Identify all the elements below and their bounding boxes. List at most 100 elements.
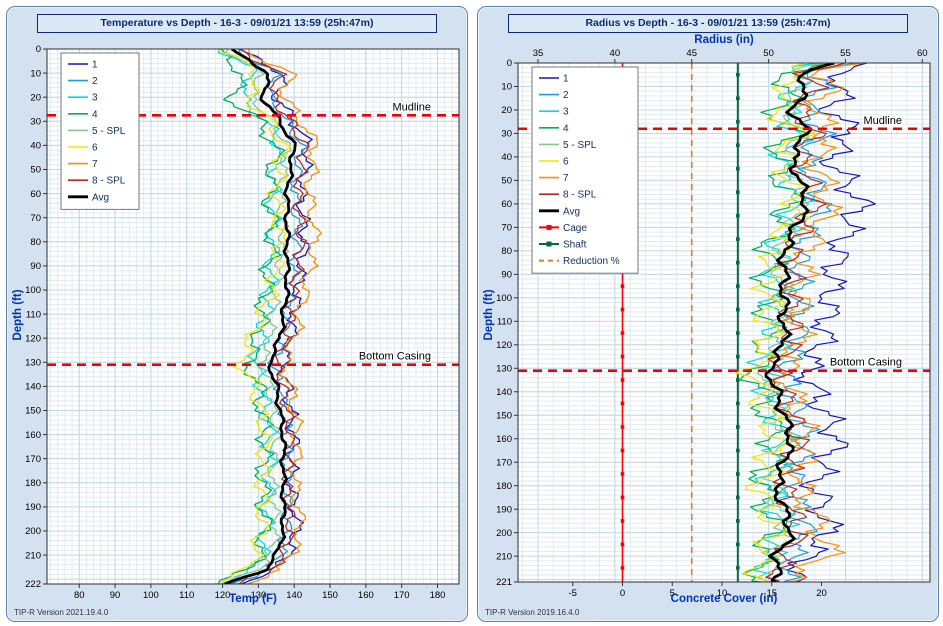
svg-text:5 - SPL: 5 - SPL bbox=[563, 140, 597, 151]
svg-text:130: 130 bbox=[250, 590, 266, 601]
svg-text:140: 140 bbox=[496, 387, 512, 398]
series-line-8-spl bbox=[233, 49, 310, 584]
svg-text:120: 120 bbox=[25, 333, 41, 344]
plot-border bbox=[46, 48, 460, 585]
svg-text:130: 130 bbox=[496, 363, 512, 374]
svg-text:110: 110 bbox=[26, 309, 41, 320]
svg-text:8 - SPL: 8 - SPL bbox=[563, 190, 597, 201]
svg-text:50: 50 bbox=[501, 176, 512, 187]
annotation-bottom-casing: Bottom Casing bbox=[359, 351, 431, 363]
legend-item-4: 4 bbox=[68, 109, 98, 120]
series-line-2 bbox=[772, 63, 857, 582]
svg-text:40: 40 bbox=[30, 141, 41, 152]
svg-text:20: 20 bbox=[30, 92, 41, 103]
svg-text:Shaft: Shaft bbox=[563, 240, 587, 251]
svg-text:4: 4 bbox=[92, 109, 98, 120]
svg-text:15: 15 bbox=[766, 588, 777, 599]
ref-depth-bottom-casing: Bottom Casing bbox=[518, 355, 930, 372]
svg-text:10: 10 bbox=[30, 68, 41, 79]
svg-text:3: 3 bbox=[92, 93, 98, 104]
svg-text:4: 4 bbox=[563, 123, 569, 134]
svg-text:0: 0 bbox=[36, 44, 41, 55]
svg-text:50: 50 bbox=[763, 48, 774, 59]
series-line-4 bbox=[215, 49, 286, 584]
series-line-7 bbox=[768, 63, 864, 582]
svg-text:200: 200 bbox=[496, 528, 512, 539]
temperature-chart[interactable]: Mudline Bottom Casing 0 10 20 30 40 50 60 70 80 90 1… bbox=[7, 7, 467, 621]
svg-text:20: 20 bbox=[501, 105, 512, 116]
svg-text:30: 30 bbox=[501, 129, 512, 140]
legend-item-1: 1 bbox=[68, 60, 98, 71]
legend-item-5-spl: 5 - SPL bbox=[539, 140, 597, 151]
svg-text:170: 170 bbox=[25, 454, 41, 465]
legend-item-7: 7 bbox=[539, 173, 569, 184]
svg-text:110: 110 bbox=[179, 590, 194, 601]
depth-tick-labels: 0 10 20 30 40 50 60 70 80 90 100 110 120 130 140 150 160… bbox=[496, 58, 518, 588]
svg-text:40: 40 bbox=[501, 152, 512, 163]
svg-text:Reduction %: Reduction % bbox=[563, 256, 620, 267]
grid-lines bbox=[518, 62, 930, 582]
legend-item-avg: Avg bbox=[68, 192, 109, 203]
svg-text:6: 6 bbox=[563, 157, 569, 168]
svg-text:8 - SPL: 8 - SPL bbox=[92, 176, 126, 187]
series-line-avg bbox=[764, 63, 835, 582]
svg-text:40: 40 bbox=[610, 48, 621, 59]
legend-item-8-spl: 8 - SPL bbox=[68, 176, 126, 187]
svg-text:Avg: Avg bbox=[563, 206, 580, 217]
svg-text:180: 180 bbox=[496, 481, 512, 492]
ref-line-shaft bbox=[736, 63, 740, 582]
svg-text:180: 180 bbox=[430, 590, 446, 601]
svg-text:80: 80 bbox=[30, 237, 41, 248]
legend-item-2: 2 bbox=[68, 76, 98, 87]
temperature-panel: Mudline Bottom Casing 0 10 20 30 40 50 60 70 80 90 1… bbox=[6, 6, 468, 622]
svg-text:210: 210 bbox=[25, 550, 41, 561]
svg-text:190: 190 bbox=[25, 502, 41, 513]
svg-text:90: 90 bbox=[30, 261, 41, 272]
legend-item-3: 3 bbox=[68, 93, 98, 104]
svg-text:221: 221 bbox=[496, 577, 512, 588]
legend-item-5-spl: 5 - SPL bbox=[68, 126, 126, 137]
svg-text:80: 80 bbox=[74, 590, 85, 601]
svg-text:1: 1 bbox=[563, 74, 569, 85]
series-line-1 bbox=[786, 63, 876, 582]
svg-text:2: 2 bbox=[563, 90, 569, 101]
legend-item-7: 7 bbox=[68, 159, 98, 170]
svg-text:170: 170 bbox=[496, 457, 512, 468]
series-line-5-spl bbox=[219, 49, 293, 584]
legend: 1 2 3 4 5 - SPL 6 7 8 - SPL Avg Cage Shaft Reductio… bbox=[531, 66, 639, 274]
svg-text:5: 5 bbox=[670, 588, 675, 599]
svg-text:-5: -5 bbox=[569, 588, 577, 599]
legend-item-2: 2 bbox=[539, 90, 569, 101]
ref-depth-bottom-casing: Bottom Casing bbox=[47, 349, 459, 366]
svg-text:90: 90 bbox=[110, 590, 121, 601]
radius-chart-title: Radius vs Depth - 16-3 - 09/01/21 13:59 … bbox=[508, 14, 908, 33]
svg-text:150: 150 bbox=[25, 406, 41, 417]
svg-text:30: 30 bbox=[30, 116, 41, 127]
svg-text:222: 222 bbox=[25, 579, 41, 590]
svg-text:160: 160 bbox=[496, 434, 512, 445]
top-tick-labels: 35 40 45 50 55 60 bbox=[533, 48, 928, 63]
svg-text:35: 35 bbox=[533, 48, 544, 59]
svg-text:50: 50 bbox=[30, 165, 41, 176]
radius-chart[interactable]: Mudline Bottom Casing 0 10 20 30 40 50 60 70 80 90 1… bbox=[478, 7, 938, 621]
series-line-avg bbox=[223, 49, 297, 584]
svg-text:90: 90 bbox=[501, 270, 512, 281]
svg-text:150: 150 bbox=[322, 590, 338, 601]
plot-border bbox=[517, 62, 931, 583]
svg-text:60: 60 bbox=[30, 189, 41, 200]
legend-item-avg: Avg bbox=[539, 206, 580, 217]
legend: 1 2 3 4 5 - SPL 6 7 8 - SPL Avg bbox=[60, 52, 140, 210]
legend-item-reduction: Reduction % bbox=[539, 256, 620, 267]
svg-text:160: 160 bbox=[358, 590, 374, 601]
legend-item-1: 1 bbox=[539, 74, 569, 85]
svg-text:20: 20 bbox=[816, 588, 827, 599]
bottom-tick-labels: 80 90 100 110 120 130 140 150 160 170 180 bbox=[74, 584, 445, 601]
legend-item-3: 3 bbox=[539, 107, 569, 118]
svg-text:70: 70 bbox=[30, 213, 41, 224]
series-line-1 bbox=[236, 49, 314, 584]
svg-text:100: 100 bbox=[496, 293, 512, 304]
series-line-6 bbox=[734, 63, 817, 582]
legend-item-6: 6 bbox=[539, 157, 569, 168]
svg-text:60: 60 bbox=[501, 199, 512, 210]
